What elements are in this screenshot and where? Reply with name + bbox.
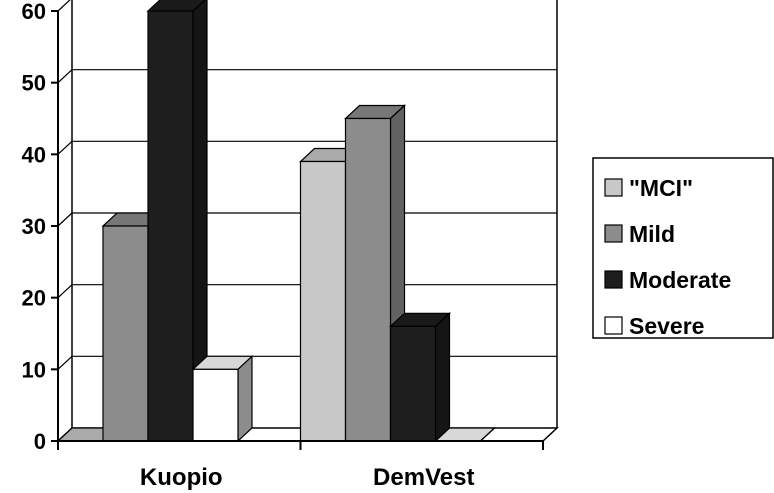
gridline-side [57, 0, 71, 12]
gridline-side [57, 140, 73, 155]
legend-label: Severe [629, 313, 704, 339]
y-tick-label: 30 [22, 214, 46, 239]
bar-side [480, 427, 495, 442]
gridline-side [57, 69, 73, 84]
bars-layer [56, 0, 497, 443]
legend-label: Mild [629, 221, 675, 247]
x-tick-label: DemVest [373, 464, 474, 491]
gridline-side [57, 212, 73, 227]
bar [343, 104, 407, 443]
y-tick-label: 50 [22, 71, 46, 96]
gridline-side [57, 284, 73, 299]
legend-swatch [604, 270, 623, 289]
legend-label: Moderate [629, 267, 731, 293]
bar [388, 311, 452, 443]
x-tick-label: Kuopio [140, 464, 223, 491]
bar-side [434, 311, 451, 443]
gridline-side [57, 355, 73, 370]
bar-front [147, 10, 194, 442]
y-tick-label: 0 [34, 429, 46, 454]
axes-layer: 0 10 20 30 40 50 60 Kuopio DemVest [22, 0, 544, 491]
legend-swatch [604, 178, 623, 197]
bar-front [389, 325, 437, 442]
y-tick-label: 60 [22, 0, 46, 24]
bar [191, 354, 254, 443]
bar-front [344, 117, 392, 442]
legend-box [592, 157, 774, 339]
bar-front [299, 160, 347, 442]
y-tick-label: 40 [22, 142, 46, 167]
y-tick-label: 10 [22, 357, 46, 382]
legend: "MCI" Mild Moderate Severe [592, 157, 774, 339]
legend-swatch [604, 316, 623, 335]
y-tick-label: 20 [22, 286, 46, 311]
legend-swatch [604, 224, 623, 243]
bar-front [102, 225, 149, 442]
legend-label: "MCI" [629, 175, 693, 201]
bar-front [192, 368, 239, 442]
bar-side [237, 354, 253, 443]
